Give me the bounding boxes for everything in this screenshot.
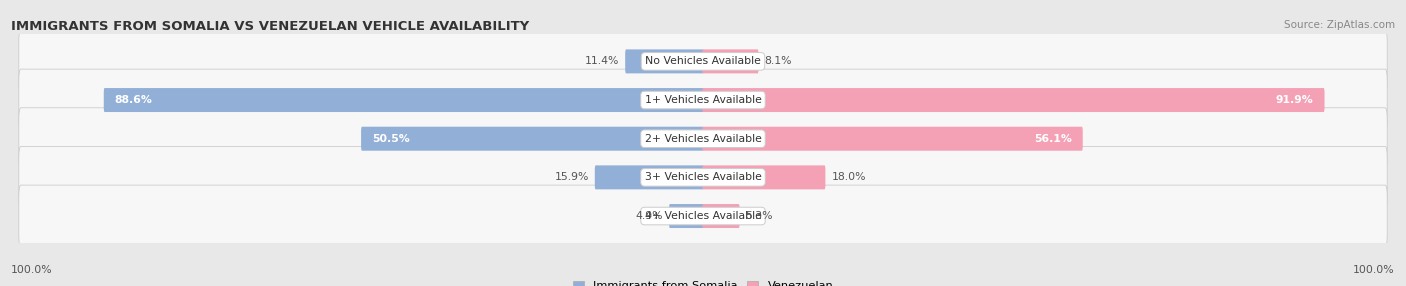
FancyBboxPatch shape <box>626 49 704 74</box>
FancyBboxPatch shape <box>361 127 704 151</box>
Legend: Immigrants from Somalia, Venezuelan: Immigrants from Somalia, Venezuelan <box>568 276 838 286</box>
Text: 4.9%: 4.9% <box>636 211 664 221</box>
FancyBboxPatch shape <box>702 204 740 228</box>
Text: 11.4%: 11.4% <box>585 56 619 66</box>
Text: IMMIGRANTS FROM SOMALIA VS VENEZUELAN VEHICLE AVAILABILITY: IMMIGRANTS FROM SOMALIA VS VENEZUELAN VE… <box>11 20 530 33</box>
Text: 100.0%: 100.0% <box>1353 265 1395 275</box>
Text: 50.5%: 50.5% <box>373 134 409 144</box>
FancyBboxPatch shape <box>595 165 704 189</box>
Text: 4+ Vehicles Available: 4+ Vehicles Available <box>644 211 762 221</box>
Text: No Vehicles Available: No Vehicles Available <box>645 56 761 66</box>
Text: 56.1%: 56.1% <box>1033 134 1071 144</box>
FancyBboxPatch shape <box>18 69 1388 131</box>
Text: 18.0%: 18.0% <box>831 172 866 182</box>
Text: 88.6%: 88.6% <box>115 95 153 105</box>
FancyBboxPatch shape <box>702 49 758 74</box>
Text: 8.1%: 8.1% <box>765 56 792 66</box>
Text: 15.9%: 15.9% <box>554 172 589 182</box>
Text: 100.0%: 100.0% <box>11 265 53 275</box>
FancyBboxPatch shape <box>18 30 1388 92</box>
FancyBboxPatch shape <box>702 165 825 189</box>
FancyBboxPatch shape <box>669 204 704 228</box>
Text: 91.9%: 91.9% <box>1275 95 1313 105</box>
FancyBboxPatch shape <box>18 108 1388 170</box>
Text: 1+ Vehicles Available: 1+ Vehicles Available <box>644 95 762 105</box>
Text: Source: ZipAtlas.com: Source: ZipAtlas.com <box>1284 20 1395 30</box>
FancyBboxPatch shape <box>702 88 1324 112</box>
FancyBboxPatch shape <box>18 146 1388 208</box>
Text: 3+ Vehicles Available: 3+ Vehicles Available <box>644 172 762 182</box>
Text: 2+ Vehicles Available: 2+ Vehicles Available <box>644 134 762 144</box>
FancyBboxPatch shape <box>18 185 1388 247</box>
Text: 5.3%: 5.3% <box>745 211 773 221</box>
FancyBboxPatch shape <box>104 88 704 112</box>
FancyBboxPatch shape <box>702 127 1083 151</box>
